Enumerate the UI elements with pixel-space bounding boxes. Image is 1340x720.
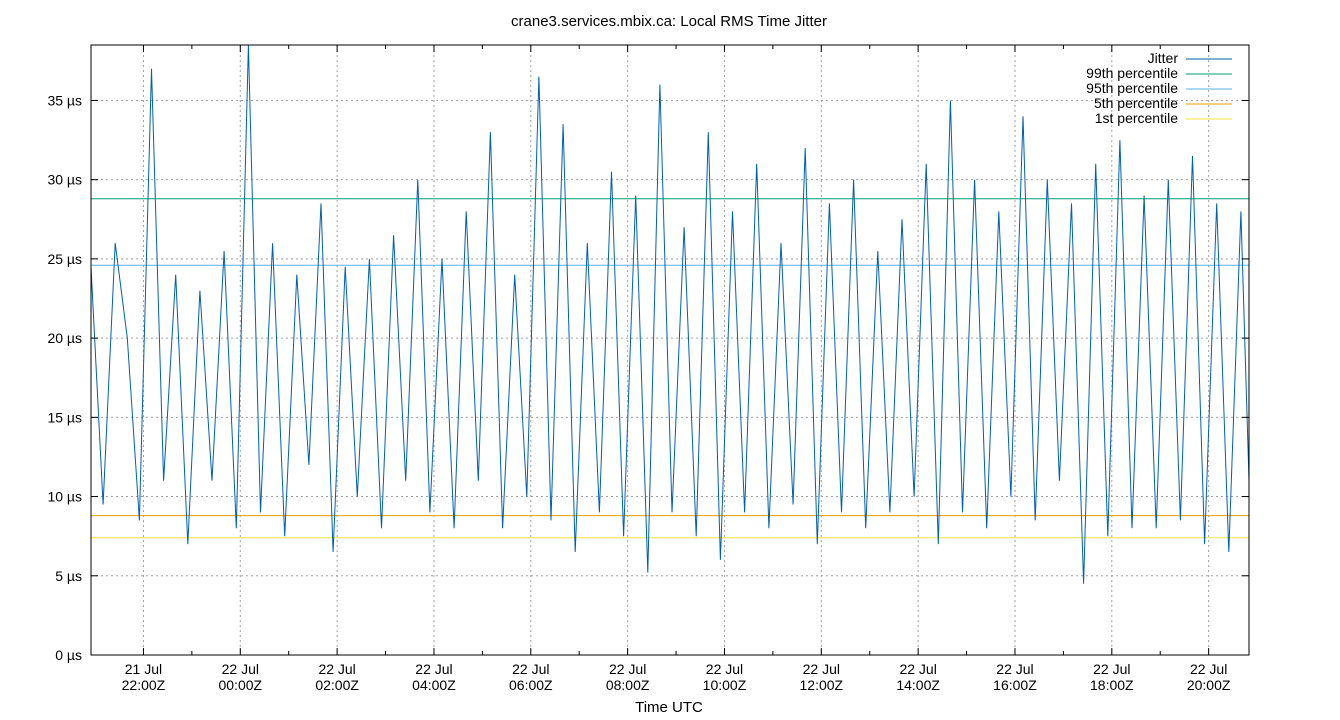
x-tick-label: 22 Jul bbox=[899, 661, 936, 677]
legend-label: Jitter bbox=[1148, 50, 1179, 66]
data-layer bbox=[90, 44, 1250, 584]
x-tick-label: 22:00Z bbox=[122, 677, 166, 693]
x-tick-label: 04:00Z bbox=[412, 677, 456, 693]
x-tick-label: 14:00Z bbox=[896, 677, 940, 693]
x-tick-label: 10:00Z bbox=[703, 677, 747, 693]
x-tick-label: 22 Jul bbox=[609, 661, 646, 677]
x-tick-label: 22 Jul bbox=[996, 661, 1033, 677]
x-tick-label: 08:00Z bbox=[606, 677, 650, 693]
y-tick-label: 20 µs bbox=[47, 330, 82, 346]
x-tick-label: 06:00Z bbox=[509, 677, 553, 693]
x-tick-label: 22 Jul bbox=[803, 661, 840, 677]
y-tick-label: 25 µs bbox=[47, 251, 82, 267]
x-tick-label: 22 Jul bbox=[415, 661, 452, 677]
tick-layer: 0 µs 5 µs 10 µs 15 µs 20 µs 25 µs 30 µs 35 µs 21… bbox=[47, 45, 1249, 693]
jitter-series-line bbox=[90, 44, 1250, 584]
x-axis-label: Time UTC bbox=[635, 699, 703, 716]
x-tick-label: 02:00Z bbox=[315, 677, 359, 693]
x-tick-label: 22 Jul bbox=[512, 661, 549, 677]
y-tick-label: 10 µs bbox=[47, 489, 82, 505]
y-tick-label: 35 µs bbox=[47, 92, 82, 108]
plot-frame bbox=[90, 44, 1250, 656]
x-tick-label: 22 Jul bbox=[1190, 661, 1227, 677]
legend-label: 5th percentile bbox=[1094, 95, 1178, 111]
x-tick-label: 21 Jul bbox=[125, 661, 162, 677]
y-tick-label: 15 µs bbox=[47, 409, 82, 425]
grid-layer bbox=[91, 45, 1249, 655]
y-tick-label: 30 µs bbox=[47, 172, 82, 188]
x-tick-label: 22 Jul bbox=[1093, 661, 1130, 677]
x-tick-label: 22 Jul bbox=[222, 661, 259, 677]
x-tick-label: 12:00Z bbox=[800, 677, 844, 693]
y-tick-label: 5 µs bbox=[55, 568, 82, 584]
legend-label: 95th percentile bbox=[1086, 80, 1178, 96]
legend-label: 1st percentile bbox=[1095, 110, 1178, 126]
x-tick-label: 18:00Z bbox=[1090, 677, 1134, 693]
x-tick-label: 22 Jul bbox=[318, 661, 355, 677]
legend-label: 99th percentile bbox=[1086, 65, 1178, 81]
x-tick-label: 20:00Z bbox=[1187, 677, 1231, 693]
x-tick-label: 00:00Z bbox=[218, 677, 262, 693]
x-tick-label: 16:00Z bbox=[993, 677, 1037, 693]
y-tick-label: 0 µs bbox=[55, 647, 82, 663]
chart-title: crane3.services.mbix.ca: Local RMS Time … bbox=[511, 13, 827, 30]
x-tick-label: 22 Jul bbox=[706, 661, 743, 677]
